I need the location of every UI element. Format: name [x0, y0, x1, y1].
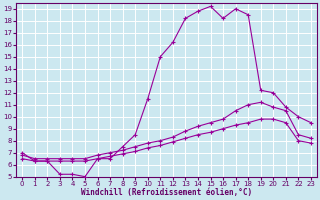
X-axis label: Windchill (Refroidissement éolien,°C): Windchill (Refroidissement éolien,°C) — [81, 188, 252, 197]
